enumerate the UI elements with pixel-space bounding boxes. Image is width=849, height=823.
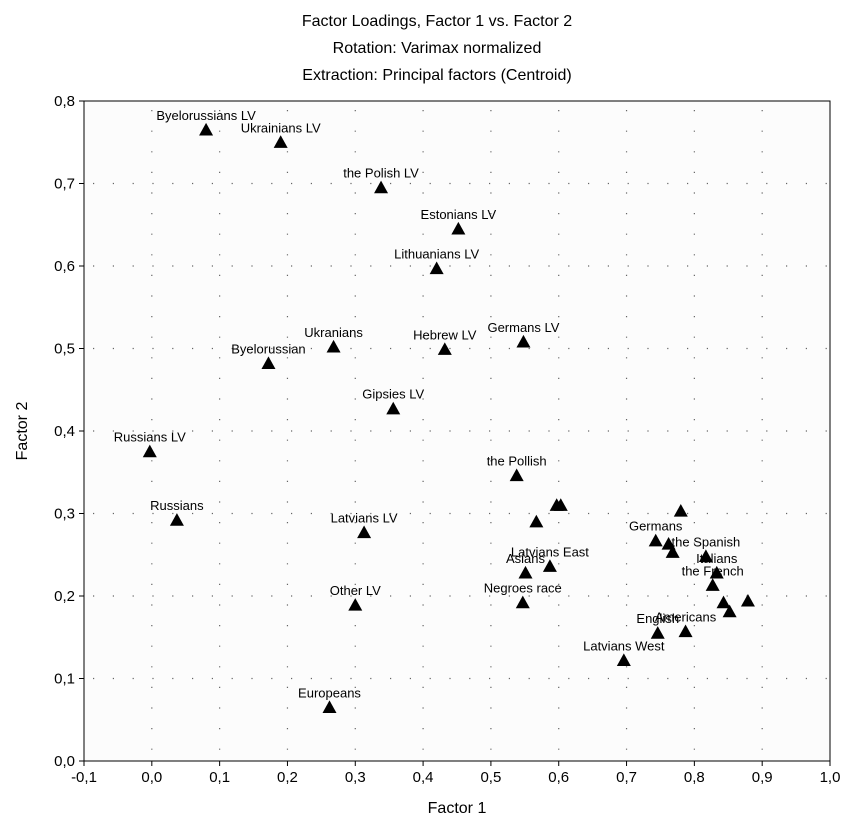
- data-point-marker: [386, 401, 401, 415]
- x-tick-label: 0,4: [413, 769, 434, 786]
- data-point-label: Byelorussians LV: [156, 108, 256, 123]
- data-point-label: Italians: [696, 551, 738, 566]
- y-axis-title: Factor 2: [14, 402, 31, 461]
- data-point-label: Byelorussian: [231, 341, 305, 356]
- data-point-label: Latvians East: [511, 544, 589, 559]
- x-tick-label: 0,1: [209, 769, 230, 786]
- x-tick-label: 0,2: [277, 769, 298, 786]
- x-tick-label: 0,5: [480, 769, 501, 786]
- y-tick-label: 0,6: [54, 258, 75, 275]
- data-point-marker: [142, 444, 157, 458]
- data-point-marker: [348, 598, 363, 611]
- data-point-label: Ukranians: [304, 325, 363, 340]
- data-point-marker: [705, 578, 720, 591]
- data-markers: [142, 122, 755, 713]
- x-tick-label: 1,0: [820, 769, 841, 786]
- data-point-marker: [374, 180, 389, 194]
- data-point-marker: [678, 624, 693, 638]
- data-point-marker: [261, 356, 276, 369]
- data-point-label: the Pollish: [487, 454, 547, 469]
- data-point-marker: [326, 339, 341, 353]
- data-point-marker: [273, 135, 288, 148]
- x-tick-label: 0,6: [548, 769, 569, 786]
- data-point-marker: [648, 533, 663, 547]
- y-tick-label: 0,4: [54, 423, 75, 440]
- data-point-marker: [509, 468, 524, 482]
- data-point-marker: [437, 342, 452, 355]
- data-point-label: Hebrew LV: [413, 327, 477, 342]
- chart-title: Factor Loadings, Factor 1 vs. Factor 2 R…: [302, 13, 572, 84]
- x-tick-label: 0,3: [345, 769, 366, 786]
- data-point-marker: [529, 514, 544, 528]
- data-point-marker: [451, 221, 466, 235]
- data-point-marker: [709, 565, 724, 579]
- data-point-label: Ukrainians LV: [241, 120, 321, 135]
- data-point-label: Latvians West: [583, 638, 665, 653]
- data-point-marker: [429, 261, 444, 275]
- y-tick-label: 0,5: [54, 341, 75, 358]
- data-point-label: Germans LV: [487, 320, 559, 335]
- data-point-marker: [665, 545, 680, 558]
- data-point-marker: [542, 559, 557, 572]
- data-point-label: English: [636, 611, 679, 626]
- data-point-label: Latvians LV: [331, 510, 398, 525]
- data-point-marker: [650, 626, 665, 639]
- chart-title-line-1: Factor Loadings, Factor 1 vs. Factor 2: [302, 13, 572, 30]
- chart-title-line-2: Rotation: Varimax normalized: [333, 40, 542, 57]
- data-point-label: Gipsies LV: [362, 387, 424, 402]
- x-tick-label: 0,0: [141, 769, 162, 786]
- data-point-marker: [322, 700, 337, 713]
- y-tick-label: 0,3: [54, 506, 75, 523]
- data-point-label: the French: [682, 563, 744, 578]
- data-point-label: Europeans: [298, 685, 361, 700]
- plot-area: [83, 100, 831, 762]
- data-point-marker: [698, 549, 713, 562]
- data-point-label: Americans: [655, 609, 717, 624]
- data-point-marker: [515, 595, 530, 609]
- data-point-label: Estonians LV: [421, 207, 497, 222]
- y-axis: 0,0 0,1 0,2 0,3 0,4 0,5 0,6 0,7 0,8: [54, 93, 84, 770]
- x-axis-title: Factor 1: [428, 800, 487, 817]
- data-point-label: Other LV: [330, 583, 381, 598]
- data-point-label: Lithuanians LV: [394, 246, 479, 261]
- data-point-marker: [199, 122, 214, 136]
- data-point-marker: [673, 504, 688, 517]
- y-tick-label: 0,2: [54, 588, 75, 605]
- data-point-label: Russians LV: [114, 430, 186, 445]
- x-tick-label: 0,8: [684, 769, 705, 786]
- data-point-marker: [716, 595, 731, 609]
- data-point-marker: [357, 525, 372, 539]
- data-point-marker: [740, 593, 755, 607]
- data-point-marker: [616, 653, 631, 666]
- x-tick-label: 0,9: [752, 769, 773, 786]
- y-tick-label: 0,0: [54, 753, 75, 770]
- data-point-label: Negroes race: [484, 581, 562, 596]
- data-point-label: Russians: [150, 498, 204, 513]
- y-tick-label: 0,7: [54, 176, 75, 193]
- data-point-marker: [722, 604, 737, 618]
- y-tick-label: 0,1: [54, 671, 75, 688]
- x-axis: -0,1 0,0 0,1 0,2 0,3 0,4 0,5 0,6 0,7 0,8 0,9 1,0: [71, 761, 840, 786]
- data-point-marker: [518, 565, 533, 579]
- data-point-label: Germans: [629, 519, 683, 534]
- data-point-marker: [516, 334, 531, 348]
- x-tick-label: -0,1: [71, 769, 97, 786]
- y-tick-label: 0,8: [54, 93, 75, 110]
- data-point-marker: [553, 498, 568, 511]
- data-point-label: Asians: [506, 551, 546, 566]
- x-tick-label: 0,7: [616, 769, 637, 786]
- chart-title-line-3: Extraction: Principal factors (Centroid): [302, 67, 571, 84]
- data-point-label: the Spanish: [672, 534, 741, 549]
- data-point-marker: [169, 513, 184, 526]
- data-point-label: the Polish LV: [343, 166, 419, 181]
